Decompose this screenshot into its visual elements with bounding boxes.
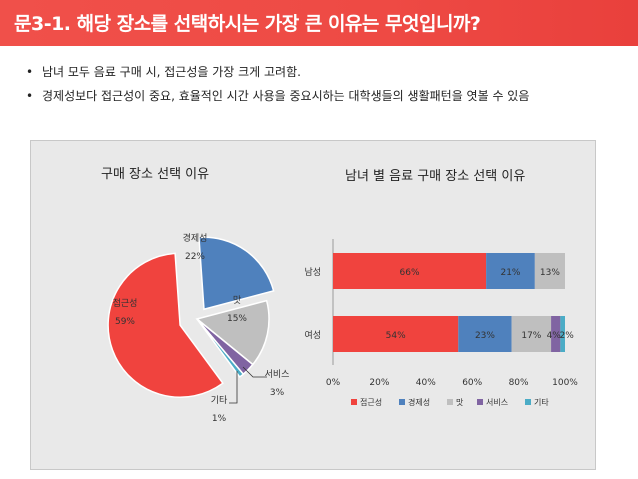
x-tick-label: 80% xyxy=(509,378,529,388)
bar-segment xyxy=(551,316,561,352)
legend-label: 경제성 xyxy=(408,397,430,407)
bar-category-label: 남성 xyxy=(304,267,321,278)
pie-label-name: 접근성 xyxy=(113,297,138,309)
legend-label: 서비스 xyxy=(486,398,508,407)
pie-label-value: 22% xyxy=(185,252,205,262)
bar-segment xyxy=(458,316,512,352)
bar-data-label: 4% xyxy=(547,331,562,341)
pie-label-value: 59% xyxy=(115,317,135,327)
legend-swatch xyxy=(447,399,453,405)
pie-label-name: 기타 xyxy=(211,395,228,406)
x-tick-label: 40% xyxy=(416,378,436,388)
pie-chart-title: 구매 장소 선택 이유 xyxy=(101,167,210,182)
bar-segment xyxy=(511,316,552,352)
legend-swatch xyxy=(399,399,405,405)
leader-line xyxy=(229,371,238,404)
legend-label: 맛 xyxy=(456,397,464,407)
pie-slice-3 xyxy=(195,299,270,366)
bullet-marker: • xyxy=(26,89,34,103)
pie-label-name: 맛 xyxy=(233,295,241,306)
bullet-marker: • xyxy=(26,65,34,79)
pie-label-value: 1% xyxy=(212,414,227,424)
x-tick-label: 20% xyxy=(369,378,389,388)
pie-label-name: 경제성 xyxy=(183,232,208,244)
bar-data-label: 54% xyxy=(386,331,406,341)
bar-data-label: 17% xyxy=(521,331,541,341)
bar-data-label: 21% xyxy=(500,268,520,278)
bar-segment xyxy=(333,316,459,352)
charts-svg: 접근성 59% 경제성 22% 맛 15% 서비스 3% 기타 1% 남성 66% 21% 13% 여성 54… xyxy=(107,232,578,424)
pie-label-name: 서비스 xyxy=(265,369,290,380)
legend-label: 접근성 xyxy=(360,397,382,407)
bullet-item: • 남녀 모두 음료 구매 시, 접근성을 가장 크게 고려함. xyxy=(26,62,626,82)
bar-category-label: 여성 xyxy=(304,329,321,341)
bar-data-label: 13% xyxy=(540,268,560,278)
x-tick-label: 0% xyxy=(326,378,341,388)
bar-segment xyxy=(486,253,535,289)
page-title: 문3-1. 해당 장소를 선택하시는 가장 큰 이유는 무엇입니까? xyxy=(14,13,481,35)
bar-segment xyxy=(534,253,565,289)
header-bar: 문3-1. 해당 장소를 선택하시는 가장 큰 이유는 무엇입니까? xyxy=(0,0,638,46)
bar-segment xyxy=(560,316,565,352)
chart-panel: 구매 장소 선택 이유 남녀 별 음료 구매 장소 선택 이유 접근성 59% 경제… xyxy=(30,140,596,470)
x-tick-label: 60% xyxy=(462,378,482,388)
x-tick-label: 100% xyxy=(552,378,578,388)
bar-data-label: 66% xyxy=(400,268,420,278)
pie-slice-5 xyxy=(196,318,245,379)
pie-label-value: 3% xyxy=(270,388,285,398)
pie-slice-1 xyxy=(107,252,224,398)
pie-slice-2 xyxy=(198,236,275,311)
bullet-item: • 경제성보다 접근성이 중요, 효율적인 시간 사용을 중요시하는 대학생들의… xyxy=(26,86,626,106)
bullet-text: 경제성보다 접근성이 중요, 효율적인 시간 사용을 중요시하는 대학생들의 생… xyxy=(42,89,530,103)
bar-data-label: 2% xyxy=(560,331,575,341)
bar-chart-title: 남녀 별 음료 구매 장소 선택 이유 xyxy=(345,169,526,184)
leader-line xyxy=(242,366,267,378)
legend-swatch xyxy=(477,399,483,405)
bar-data-label: 23% xyxy=(475,331,495,341)
legend-swatch xyxy=(351,399,357,405)
legend-swatch xyxy=(525,399,531,405)
summary-bullets: • 남녀 모두 음료 구매 시, 접근성을 가장 크게 고려함. • 경제성보다… xyxy=(26,62,626,106)
bullet-text: 남녀 모두 음료 구매 시, 접근성을 가장 크게 고려함. xyxy=(42,65,301,79)
legend-label: 기타 xyxy=(534,398,549,407)
pie-label-value: 15% xyxy=(227,314,247,324)
bar-segment xyxy=(333,253,487,289)
